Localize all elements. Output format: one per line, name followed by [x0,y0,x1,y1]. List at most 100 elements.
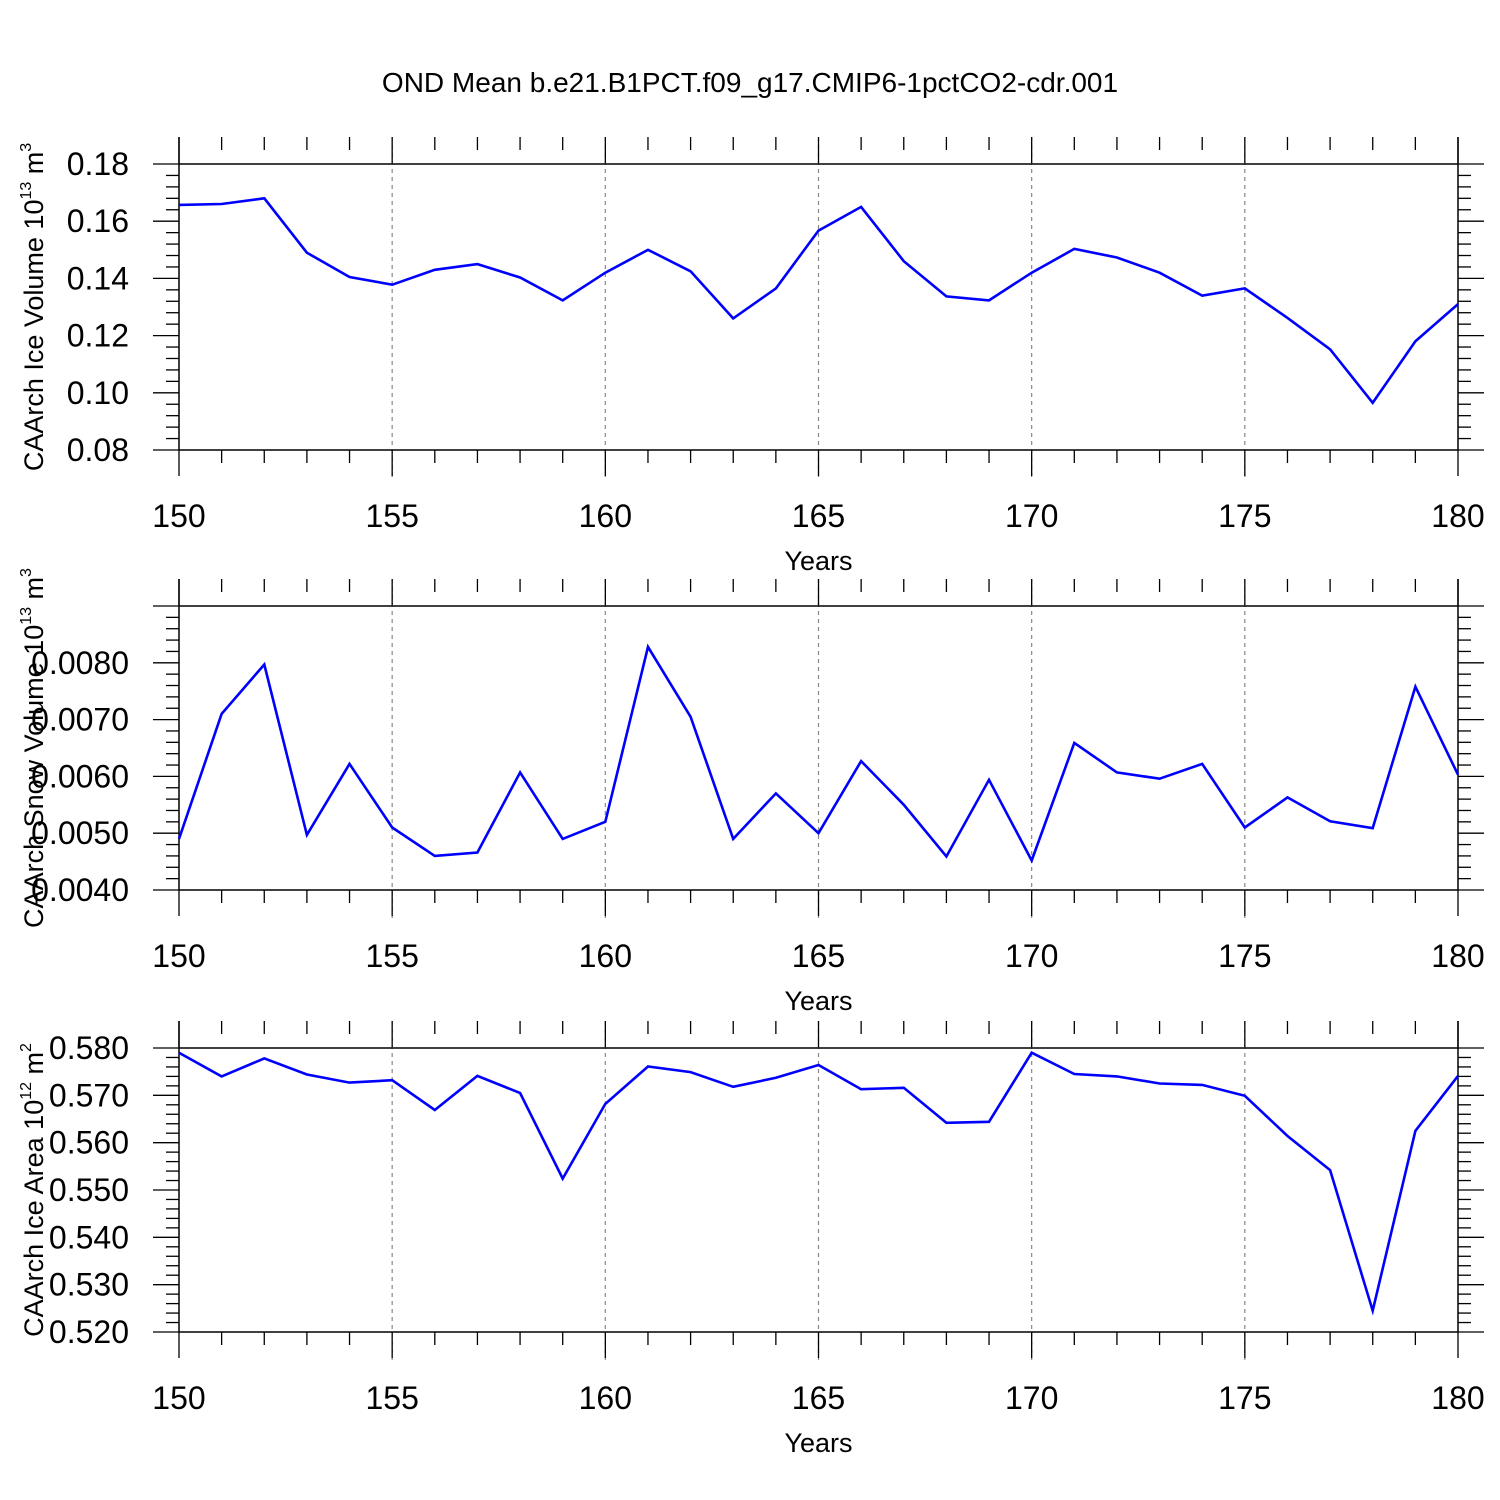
x-tick-label: 170 [1005,498,1058,534]
data-point [305,251,309,255]
x-tick-label: 155 [365,1380,418,1416]
data-point [689,1070,693,1074]
data-point [731,837,735,841]
data-point [944,294,948,298]
x-tick-label: 150 [152,938,205,974]
data-point [1328,347,1332,351]
data-point [902,1086,906,1090]
x-axis-label: Years [784,546,852,576]
x-tick-label: 170 [1005,938,1058,974]
y-tick-label: 0.12 [67,318,129,354]
x-tick-label: 160 [579,1380,632,1416]
data-point [774,1076,778,1080]
y-tick-label: 0.530 [49,1267,129,1303]
y-axis-label: CAArch Ice Area 1012 m2 [18,1043,49,1337]
y-tick-label: 0.0050 [31,815,129,851]
data-point [646,248,650,252]
data-point [731,316,735,320]
data-point [1158,777,1162,781]
data-point [1328,819,1332,823]
y-tick-label: 0.550 [49,1172,129,1208]
chart-panel-2: 0.0040 0.0050 0.0060 0.0070 0.0080 150 155 160 1… [18,568,1485,1016]
data-point [859,759,863,763]
y-tick-label: 0.560 [49,1125,129,1161]
data-point [518,1091,522,1095]
data-line [178,196,1459,405]
x-tick-label: 175 [1218,1380,1271,1416]
data-point [817,831,821,835]
data-point [1413,339,1417,343]
y-tick-label: 0.0060 [31,758,129,794]
data-point [1413,1129,1417,1133]
data-point [646,1064,650,1068]
data-point [390,283,394,287]
data-point [689,269,693,273]
data-point [1243,826,1247,830]
y-tick-label: 0.0080 [31,645,129,681]
data-point [1115,770,1119,774]
data-point [177,203,181,207]
y-tick-label: 0.16 [67,203,129,239]
data-point [774,286,778,290]
x-tick-label: 165 [792,938,845,974]
data-point [1285,795,1289,799]
x-tick-label: 165 [792,1380,845,1416]
data-point [561,837,565,841]
data-point [646,645,650,649]
y-axis-label: CAArch Snow Volume 1013 m3 [18,568,49,928]
data-point [561,298,565,302]
data-point [731,1085,735,1089]
y-tick-label: 0.0070 [31,702,129,738]
data-point [475,1074,479,1078]
data-point [262,663,266,667]
data-point [1328,1168,1332,1172]
x-tick-label: 150 [152,498,205,534]
data-line [177,643,1460,864]
x-tick-label: 180 [1431,938,1484,974]
data-point [220,712,224,716]
data-point [902,803,906,807]
data-point [1072,741,1076,745]
data-point [859,1087,863,1091]
x-tick-label: 175 [1218,498,1271,534]
y-axis-label: CAArch Ice Volume 1013 m3 [18,143,49,471]
data-point [1456,1074,1460,1078]
y-tick-label: 0.08 [67,432,129,468]
data-point [390,1078,394,1082]
y-tick-label: 0.18 [67,146,129,182]
data-point [348,1081,352,1085]
data-point [561,1177,565,1181]
y-tick-label: 0.14 [67,260,129,296]
data-point [1030,271,1034,275]
data-point [1200,762,1204,766]
data-point [1200,294,1204,298]
data-point [902,259,906,263]
y-tick-label: 0.520 [49,1314,129,1350]
data-point [1030,1051,1034,1055]
y-tick-label: 0.10 [67,375,129,411]
y-tick-label: 0.0040 [31,872,129,908]
x-tick-label: 170 [1005,1380,1058,1416]
data-point [475,851,479,855]
data-point [603,1102,607,1106]
data-point [220,202,224,206]
data-point [518,770,522,774]
data-point [1072,1072,1076,1076]
data-point [348,762,352,766]
x-tick-label: 180 [1431,1380,1484,1416]
y-tick-label: 0.570 [49,1077,129,1113]
y-tick-label: 0.580 [49,1030,129,1066]
data-point [518,276,522,280]
data-point [603,820,607,824]
data-point [1158,1082,1162,1086]
x-tick-label: 165 [792,498,845,534]
x-tick-label: 180 [1431,498,1484,534]
data-point [262,1056,266,1060]
data-point [262,196,266,200]
data-point [433,854,437,858]
x-tick-label: 155 [365,498,418,534]
y-tick-label: 0.540 [49,1219,129,1255]
data-point [177,837,181,841]
x-axis-label: Years [784,986,852,1016]
data-point [1243,1094,1247,1098]
